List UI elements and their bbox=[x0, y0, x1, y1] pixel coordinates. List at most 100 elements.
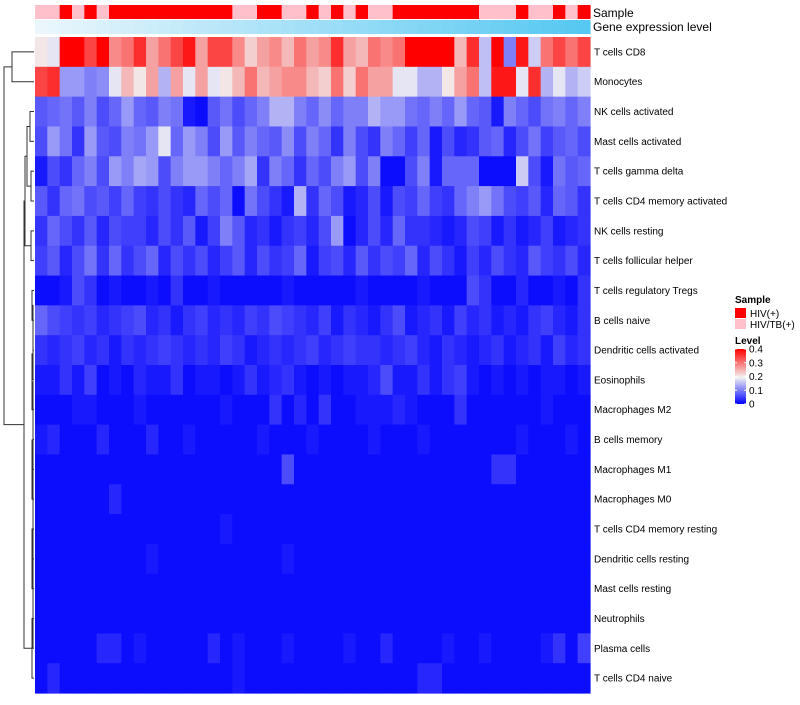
heatmap-cell bbox=[257, 633, 270, 664]
heatmap-cell bbox=[220, 335, 233, 366]
heatmap-cell bbox=[170, 454, 184, 485]
heatmap-cell bbox=[294, 66, 307, 98]
heatmap-cell bbox=[59, 66, 73, 98]
heatmap-cell bbox=[503, 245, 517, 277]
heatmap-cell bbox=[220, 156, 233, 187]
heatmap-cell bbox=[294, 37, 307, 68]
heatmap-cell bbox=[72, 305, 85, 336]
heatmap-cell bbox=[503, 484, 517, 515]
heatmap-cell bbox=[331, 454, 344, 485]
heatmap-cell bbox=[195, 484, 209, 515]
heatmap-cell bbox=[183, 365, 196, 396]
heatmap-cell bbox=[392, 215, 406, 247]
heatmap-cell bbox=[35, 96, 48, 128]
heatmap-cell bbox=[195, 215, 209, 247]
heatmap-cell bbox=[343, 543, 357, 575]
heatmap-cell bbox=[35, 454, 48, 485]
heatmap-cell bbox=[429, 37, 443, 68]
heatmap-cell bbox=[121, 245, 135, 277]
heatmap-cell bbox=[368, 633, 381, 664]
heatmap-cell bbox=[244, 335, 258, 366]
heatmap-cell bbox=[318, 37, 332, 68]
heatmap-cell bbox=[109, 394, 122, 426]
heatmap-cell bbox=[565, 484, 579, 515]
heatmap-cell bbox=[565, 603, 579, 634]
heatmap-cell bbox=[96, 156, 110, 187]
heatmap-cell bbox=[392, 335, 406, 366]
heatmap-cell bbox=[281, 215, 295, 247]
sample-annotation-cell bbox=[294, 5, 307, 19]
heatmap-cell bbox=[318, 126, 332, 157]
heatmap-cell bbox=[35, 603, 48, 634]
dendrogram-branch bbox=[11, 51, 34, 83]
row-label: NK cells activated bbox=[594, 107, 673, 118]
sample-annotation-cell bbox=[72, 5, 85, 19]
heatmap-cell bbox=[158, 424, 172, 456]
heatmap-cell bbox=[417, 305, 431, 336]
sample-annotation-cell bbox=[35, 5, 48, 19]
heatmap-cell bbox=[479, 96, 492, 128]
dendrogram-branch bbox=[30, 230, 34, 262]
heatmap-cell bbox=[183, 603, 196, 634]
expression-annotation-cell bbox=[491, 20, 505, 34]
heatmap-cell bbox=[565, 275, 579, 306]
heatmap-cell bbox=[84, 305, 98, 336]
heatmap-cell bbox=[146, 663, 159, 694]
heatmap-cell bbox=[355, 633, 369, 664]
heatmap-cell bbox=[503, 186, 517, 217]
heatmap-cell bbox=[257, 573, 270, 605]
heatmap-cell bbox=[565, 156, 579, 187]
heatmap-cell bbox=[109, 186, 122, 217]
heatmap-cell bbox=[516, 126, 529, 157]
heatmap-cell bbox=[516, 215, 529, 247]
heatmap-cell bbox=[306, 37, 320, 68]
heatmap-cell bbox=[577, 424, 591, 456]
heatmap-cell bbox=[318, 215, 332, 247]
heatmap-cell bbox=[109, 484, 122, 515]
heatmap-cell bbox=[392, 66, 406, 98]
heatmap-cell bbox=[466, 305, 480, 336]
heatmap-cell bbox=[59, 96, 73, 128]
heatmap-cell bbox=[466, 245, 480, 277]
heatmap-cell bbox=[244, 156, 258, 187]
heatmap-cell bbox=[343, 335, 357, 366]
heatmap-cell bbox=[553, 305, 566, 336]
heatmap-cell bbox=[84, 573, 98, 605]
row-label: T cells follicular helper bbox=[594, 256, 693, 267]
heatmap-cell bbox=[183, 186, 196, 217]
heatmap-cell bbox=[318, 156, 332, 187]
heatmap-cell bbox=[195, 514, 209, 545]
heatmap-cell bbox=[232, 245, 246, 277]
heatmap-cell bbox=[405, 663, 418, 694]
heatmap-cell bbox=[84, 186, 98, 217]
heatmap-cell bbox=[244, 245, 258, 277]
heatmap-cell bbox=[479, 663, 492, 694]
row-labels: T cells CD8 Monocytes NK cells activated Ma… bbox=[594, 47, 727, 684]
heatmap-cell bbox=[405, 156, 418, 187]
heatmap-cell bbox=[442, 573, 455, 605]
heatmap-cell bbox=[368, 394, 381, 426]
heatmap-cell bbox=[405, 96, 418, 128]
heatmap-cell bbox=[417, 424, 431, 456]
heatmap-cell bbox=[380, 245, 394, 277]
heatmap-cell bbox=[158, 186, 172, 217]
heatmap-cell bbox=[516, 305, 529, 336]
heatmap-cell bbox=[417, 633, 431, 664]
sample-annotation-cell bbox=[380, 5, 394, 19]
heatmap-cell bbox=[565, 126, 579, 157]
legend-level-tick-label: 0.1 bbox=[749, 386, 763, 397]
heatmap-cell bbox=[195, 335, 209, 366]
heatmap-cell bbox=[59, 424, 73, 456]
heatmap-cell bbox=[318, 543, 332, 575]
heatmap-cell bbox=[577, 96, 591, 128]
heatmap-cell bbox=[491, 454, 505, 485]
heatmap-cell bbox=[516, 275, 529, 306]
heatmap-cell bbox=[232, 484, 246, 515]
sample-annotation-cell bbox=[454, 5, 468, 19]
dendrogram-branch bbox=[29, 111, 34, 142]
heatmap-cell bbox=[183, 573, 196, 605]
heatmap-cell bbox=[195, 96, 209, 128]
heatmap-cell bbox=[269, 96, 283, 128]
heatmap-cell bbox=[368, 514, 381, 545]
heatmap-cell bbox=[121, 454, 135, 485]
